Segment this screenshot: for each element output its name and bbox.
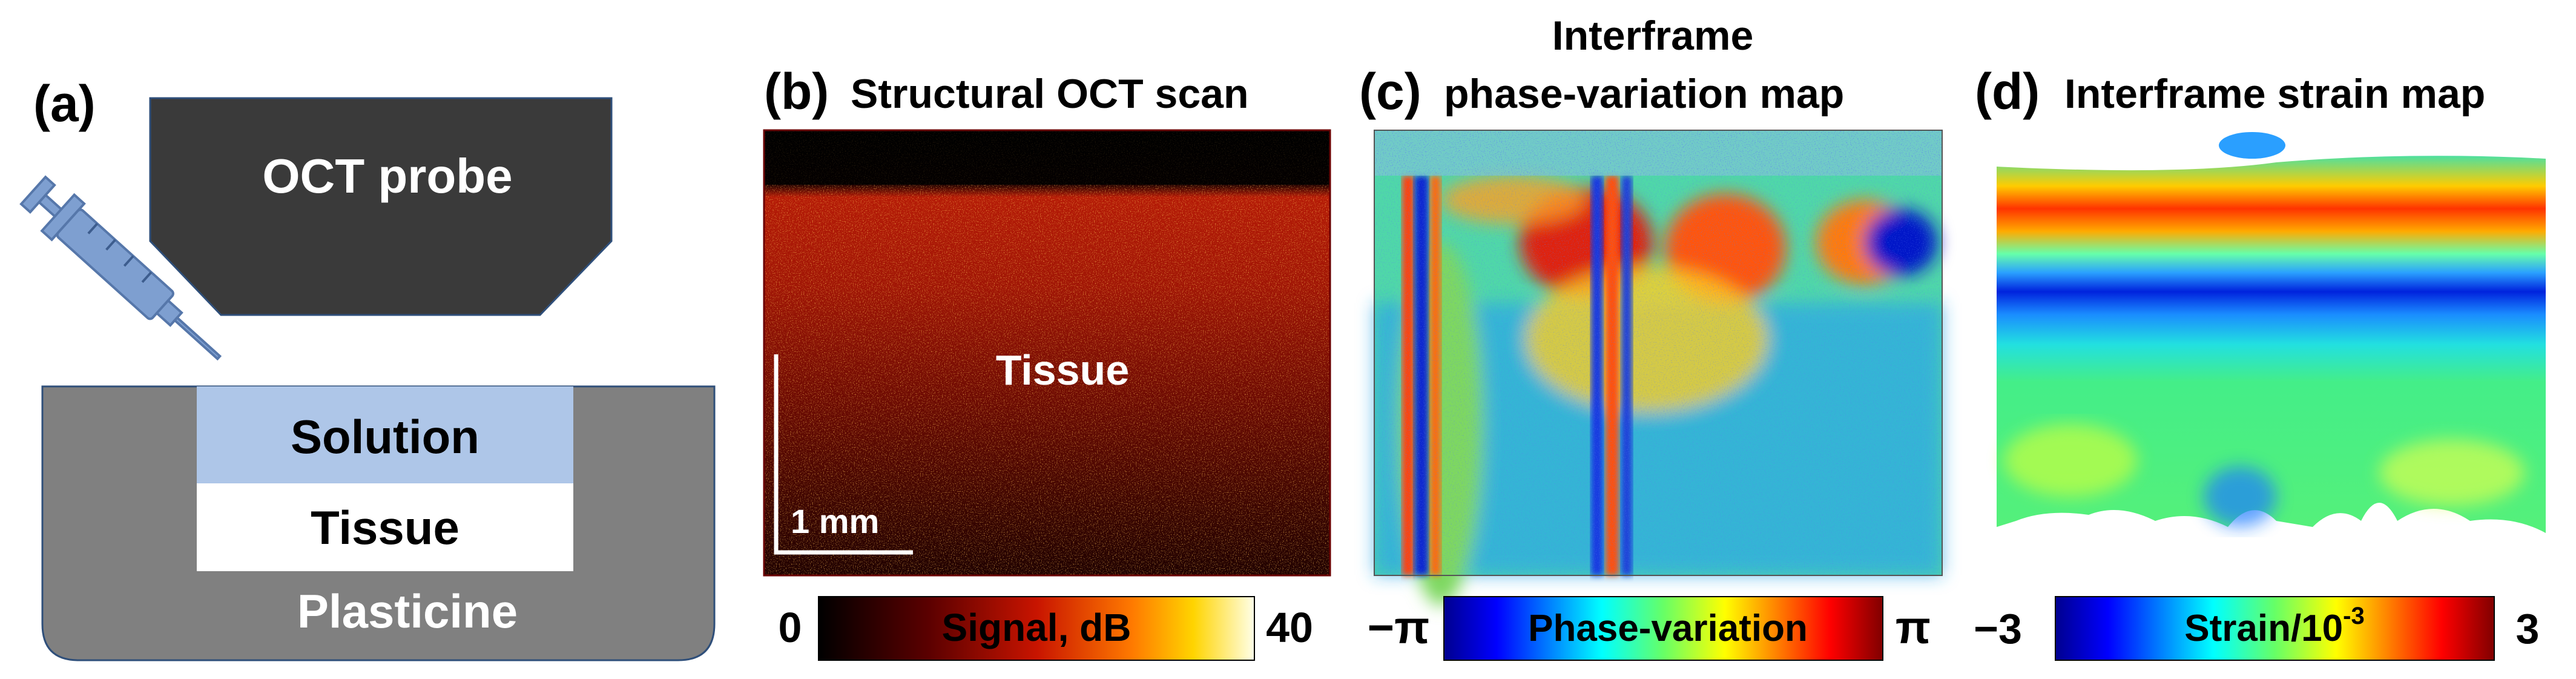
panel-b: (b) Structural OCT scan Tissue 1 mm 0 Si… — [763, 63, 1331, 661]
panel-c: Interframe (c) phase-variation map — [1359, 13, 1943, 661]
oct-probe-shape — [149, 97, 613, 316]
tissue-region — [197, 483, 573, 571]
panel-d-title: Interframe strain map — [2064, 71, 2485, 117]
colorbar-b-title: Signal, dB — [942, 606, 1132, 649]
colorbar-c — [1443, 596, 1883, 661]
colorbar-d-title-exponent: -3 — [2343, 603, 2365, 629]
syringe-icon — [19, 175, 222, 361]
scale-bar — [774, 354, 913, 555]
panel-c-label: (c) — [1359, 63, 1421, 120]
panel-d-label: (d) — [1975, 63, 2040, 120]
colorbar-b-min: 0 — [779, 604, 802, 651]
panel-b-title: Structural OCT scan — [851, 71, 1249, 117]
panel-c-title-line2: phase-variation map — [1444, 71, 1844, 117]
panel-b-label: (b) — [764, 63, 829, 120]
colorbar-d-max: 3 — [2516, 605, 2540, 652]
colorbar-d — [2055, 596, 2495, 661]
colorbar-d-title: Strain/10-3 — [2184, 603, 2364, 649]
strain-top-spot — [2219, 132, 2285, 159]
oct-probe-label: OCT probe — [262, 149, 512, 203]
colorbar-b-max: 40 — [1266, 604, 1313, 651]
plasticine-label: Plasticine — [297, 585, 518, 638]
panel-d: (d) Interframe strain map −3 Strain/10-3… — [1974, 63, 2546, 661]
phase-variation-image — [1374, 130, 1943, 606]
panel-a: (a) OCT probe Solution Tissue Plasticine — [19, 75, 716, 661]
strain-map-image — [1997, 132, 2546, 533]
colorbar-b — [818, 596, 1255, 661]
panel-a-label: (a) — [33, 75, 96, 132]
scale-bar-label: 1 mm — [791, 502, 879, 540]
strain-field — [1997, 156, 2546, 533]
tissue-label-a: Tissue — [311, 501, 460, 554]
colorbar-c-title: Phase-variation — [1528, 608, 1808, 649]
solution-label: Solution — [291, 410, 479, 463]
colorbar-d-title-prefix: Strain/10 — [2184, 608, 2343, 649]
tissue-label-b: Tissue — [996, 346, 1130, 394]
panel-c-title-line1: Interframe — [1552, 13, 1754, 59]
oct-image — [763, 129, 1331, 577]
colorbar-c-max: π — [1896, 602, 1931, 654]
solution-region — [197, 386, 573, 483]
colorbar-c-min: −π — [1368, 602, 1430, 654]
colorbar-d-min: −3 — [1974, 605, 2022, 652]
